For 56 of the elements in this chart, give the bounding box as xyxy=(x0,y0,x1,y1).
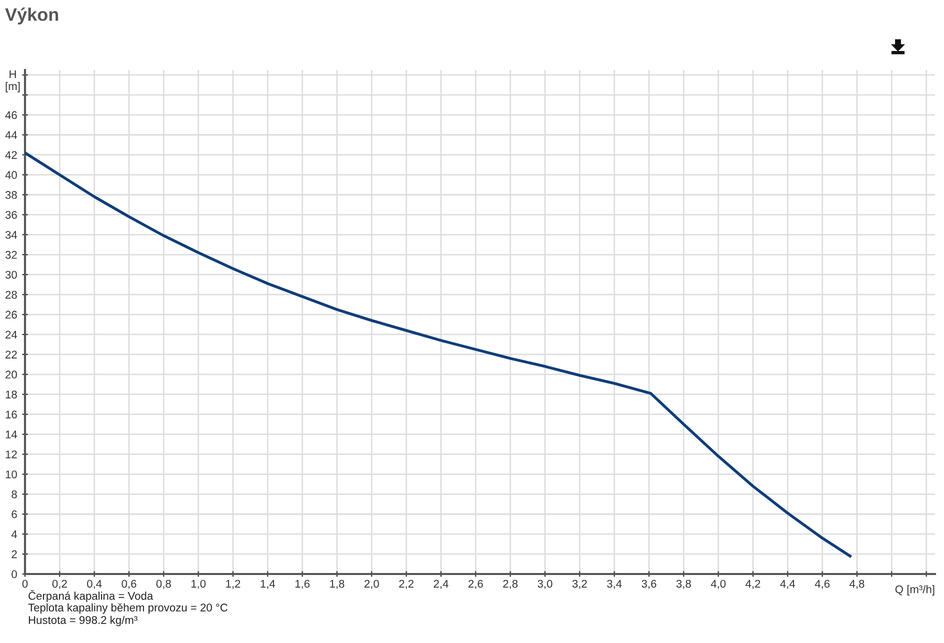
line-series xyxy=(25,151,852,558)
x-tick-label: 1,6 xyxy=(295,580,310,590)
x-tick-label: 1,8 xyxy=(330,580,344,590)
y-tick-label: 36 xyxy=(5,210,17,219)
y-tick-label: 4 xyxy=(11,530,18,538)
y-tick-label: 6 xyxy=(12,510,17,518)
x-tick-label: 1,2 xyxy=(226,580,240,590)
x-tick-label: 3,2 xyxy=(572,580,587,590)
y-tick-label: 34 xyxy=(5,230,18,239)
x-tick-label: 2,8 xyxy=(503,580,518,590)
y-tick-label: 18 xyxy=(6,390,17,398)
x-tick-label: 2,0 xyxy=(364,580,379,590)
y-tick-label: 38 xyxy=(5,191,17,199)
y-tick-label: 42 xyxy=(5,151,17,159)
y-tick-label: 32 xyxy=(5,250,17,259)
x-tick-label: 3,0 xyxy=(538,580,552,590)
y-tick-label: 26 xyxy=(6,310,17,319)
x-tick-label: 4,2 xyxy=(746,580,760,590)
y-tick-label: 28 xyxy=(6,290,17,299)
x-tick-label: 2,6 xyxy=(468,580,483,590)
x-tick-label: 0,2 xyxy=(52,580,67,590)
x-tick-label: 4,8 xyxy=(850,580,864,590)
y-tick-label: 30 xyxy=(5,270,17,279)
x-tick-label: 0,6 xyxy=(122,580,136,590)
text: Čerpaná kapalina = Voda xyxy=(28,590,154,602)
y-tick-label: 14 xyxy=(6,430,18,438)
y-tick-label: 10 xyxy=(6,470,17,478)
text: Teplota kapaliny během provozu = 20 °C xyxy=(28,603,228,614)
y-tick-label: 44 xyxy=(5,131,18,139)
x-tick-label: 0,8 xyxy=(156,580,171,590)
x-tick-label: 2,4 xyxy=(434,580,448,590)
x-tick-label: 3,6 xyxy=(642,580,656,590)
x-tick-label: 4,6 xyxy=(814,580,830,590)
y-tick-label: 22 xyxy=(6,350,17,358)
y-tick-label: 20 xyxy=(6,370,17,379)
y-tick-label: 40 xyxy=(5,171,17,179)
x-tick-label: 3,4 xyxy=(607,580,622,590)
y-tick-label: 12 xyxy=(6,450,17,458)
x-tick-label: 4,4 xyxy=(780,580,796,590)
x-tick-label: 1,4 xyxy=(260,580,276,590)
x-axis-title: Q [m³/h] xyxy=(895,585,934,596)
chart-title: Výkon xyxy=(5,8,58,24)
x-tick-label: 3,8 xyxy=(676,580,691,590)
y-tick-label: 2 xyxy=(12,550,17,558)
y-tick-label: 24 xyxy=(6,330,18,338)
x-tick-label: 4,0 xyxy=(710,580,726,590)
x-tick-label: 2,2 xyxy=(399,580,414,590)
y-tick-label: 8 xyxy=(12,490,17,498)
y-tick-label: 46 xyxy=(5,111,17,120)
x-tick-label: 0 xyxy=(22,580,28,588)
x-tick-label: 1,0 xyxy=(191,580,206,590)
y-tick-label: 16 xyxy=(6,410,17,418)
x-tick-label: 0,4 xyxy=(87,580,102,590)
y-tick-label: 0 xyxy=(12,570,17,578)
text: Hustota = 998.2 kg/m³ xyxy=(28,616,138,626)
y-axis-title: H [m] xyxy=(6,70,20,92)
